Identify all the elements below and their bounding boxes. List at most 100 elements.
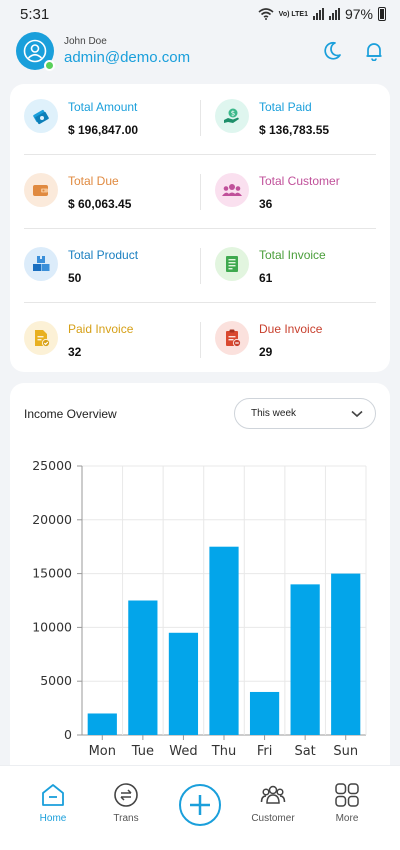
nav-customer[interactable]: Customer [238, 782, 308, 824]
user-info: John Doe admin@demo.com [64, 36, 190, 66]
app-header: John Doe admin@demo.com [0, 28, 400, 74]
status-time: 5:31 [20, 5, 50, 23]
divider [200, 248, 201, 284]
bar-thu [209, 546, 239, 735]
grid-icon [335, 783, 359, 807]
money-icon [24, 99, 58, 133]
bar-mon [87, 713, 117, 735]
income-bar-chart: 0 5000 10000 15000 20000 25000 Mon Tue Wed Thu Fri… [32, 458, 367, 759]
stat-paid-invoice[interactable]: Paid Invoice 32 [24, 321, 204, 396]
user-name: John Doe [64, 36, 107, 47]
home-icon [42, 784, 64, 806]
nav-label: Home [39, 813, 67, 824]
bell-icon[interactable] [364, 41, 384, 61]
divider [200, 322, 201, 358]
bar-fri [249, 691, 280, 735]
divider [24, 302, 376, 303]
y-tick-label: 20000 [32, 512, 72, 527]
x-tick-label: Thu [211, 744, 236, 759]
stats-card: Total Amount $ 196,847.00 $ Total Paid $ 1… [10, 84, 390, 372]
stat-total-due[interactable]: Total Due $ 60,063.45 [24, 173, 204, 248]
stat-label: Total Invoice [259, 248, 326, 262]
y-tick-label: 10000 [32, 619, 72, 634]
income-overview-card: Income Overview This week 0 5000 10000 1500… [10, 383, 390, 783]
chevron-down-icon [351, 410, 363, 417]
stat-label: Due Invoice [259, 322, 323, 336]
x-tick-label: Sun [333, 744, 358, 759]
bar-sun [331, 573, 361, 735]
due-invoice-icon [215, 321, 249, 355]
bar-wed [168, 632, 199, 735]
stat-total-amount[interactable]: Total Amount $ 196,847.00 [24, 99, 204, 174]
users-icon [215, 173, 249, 207]
divider [24, 154, 376, 155]
stat-total-paid[interactable]: $ Total Paid $ 136,783.55 [215, 99, 395, 174]
stat-value: 36 [259, 197, 273, 211]
hand-money-icon: $ [215, 99, 249, 133]
stat-due-invoice[interactable]: Due Invoice 29 [215, 321, 395, 396]
y-tick-label: 25000 [32, 458, 72, 473]
header-actions [322, 41, 384, 61]
status-icons: Vo) LTE1 97% [258, 6, 386, 22]
bottom-navigation: Home Trans Customer More [0, 765, 400, 850]
status-bar: 5:31 Vo) LTE1 97% [0, 0, 400, 28]
divider [200, 100, 201, 136]
user-email: admin@demo.com [64, 49, 191, 66]
period-value: This week [251, 408, 297, 419]
stat-total-invoice[interactable]: Total Invoice 61 [215, 247, 395, 322]
bar-sat [290, 584, 320, 735]
stat-total-product[interactable]: Total Product 50 [24, 247, 204, 322]
nav-home[interactable]: Home [18, 782, 88, 824]
battery-percent: 97% [344, 6, 373, 22]
stat-label: Total Paid [259, 100, 312, 114]
moon-icon[interactable] [322, 41, 342, 61]
stat-value: $ 136,783.55 [259, 123, 330, 137]
x-tick-label: Mon [89, 744, 116, 759]
stat-label: Paid Invoice [68, 322, 134, 336]
x-tick-label: Wed [169, 744, 197, 759]
stat-value: 50 [68, 271, 82, 285]
period-dropdown[interactable]: This week [234, 398, 376, 429]
wallet-icon [24, 173, 58, 207]
transfer-icon [114, 783, 138, 807]
x-tick-label: Tue [131, 744, 154, 759]
wifi-icon [258, 8, 274, 20]
stat-value: 32 [68, 345, 82, 359]
nav-trans[interactable]: Trans [91, 782, 161, 824]
stat-value: $ 60,063.45 [68, 197, 132, 211]
online-status-dot [44, 60, 55, 71]
battery-icon [378, 7, 386, 21]
chart-title: Income Overview [24, 407, 117, 421]
add-icon [190, 795, 210, 815]
svg-text:$: $ [231, 110, 235, 118]
x-tick-label: Sat [294, 744, 315, 759]
divider [24, 228, 376, 229]
paid-invoice-icon [24, 321, 58, 355]
stat-value: 29 [259, 345, 273, 359]
add-button[interactable] [179, 784, 221, 826]
bar-tue [128, 600, 158, 735]
invoice-icon [215, 247, 249, 281]
y-tick-label: 15000 [32, 566, 72, 581]
stat-label: Total Amount [68, 100, 138, 114]
customers-icon [260, 785, 286, 804]
boxes-icon [24, 247, 58, 281]
x-tick-label: Fri [257, 744, 273, 759]
volte-indicator: Vo) LTE1 [278, 10, 308, 18]
user-icon [23, 39, 47, 63]
avatar[interactable] [16, 32, 55, 71]
nav-label: Trans [113, 813, 139, 824]
nav-label: Customer [251, 813, 295, 824]
nav-more[interactable]: More [312, 782, 382, 824]
divider [200, 174, 201, 210]
signal-icon [312, 8, 324, 20]
stat-value: $ 196,847.00 [68, 123, 139, 137]
stat-label: Total Customer [259, 174, 340, 188]
nav-label: More [335, 813, 359, 824]
stat-label: Total Product [68, 248, 139, 262]
stat-total-customer[interactable]: Total Customer 36 [215, 173, 395, 248]
stat-label: Total Due [68, 174, 119, 188]
signal-icon-2 [328, 8, 340, 20]
y-tick-label: 0 [64, 727, 72, 742]
stat-value: 61 [259, 271, 273, 285]
